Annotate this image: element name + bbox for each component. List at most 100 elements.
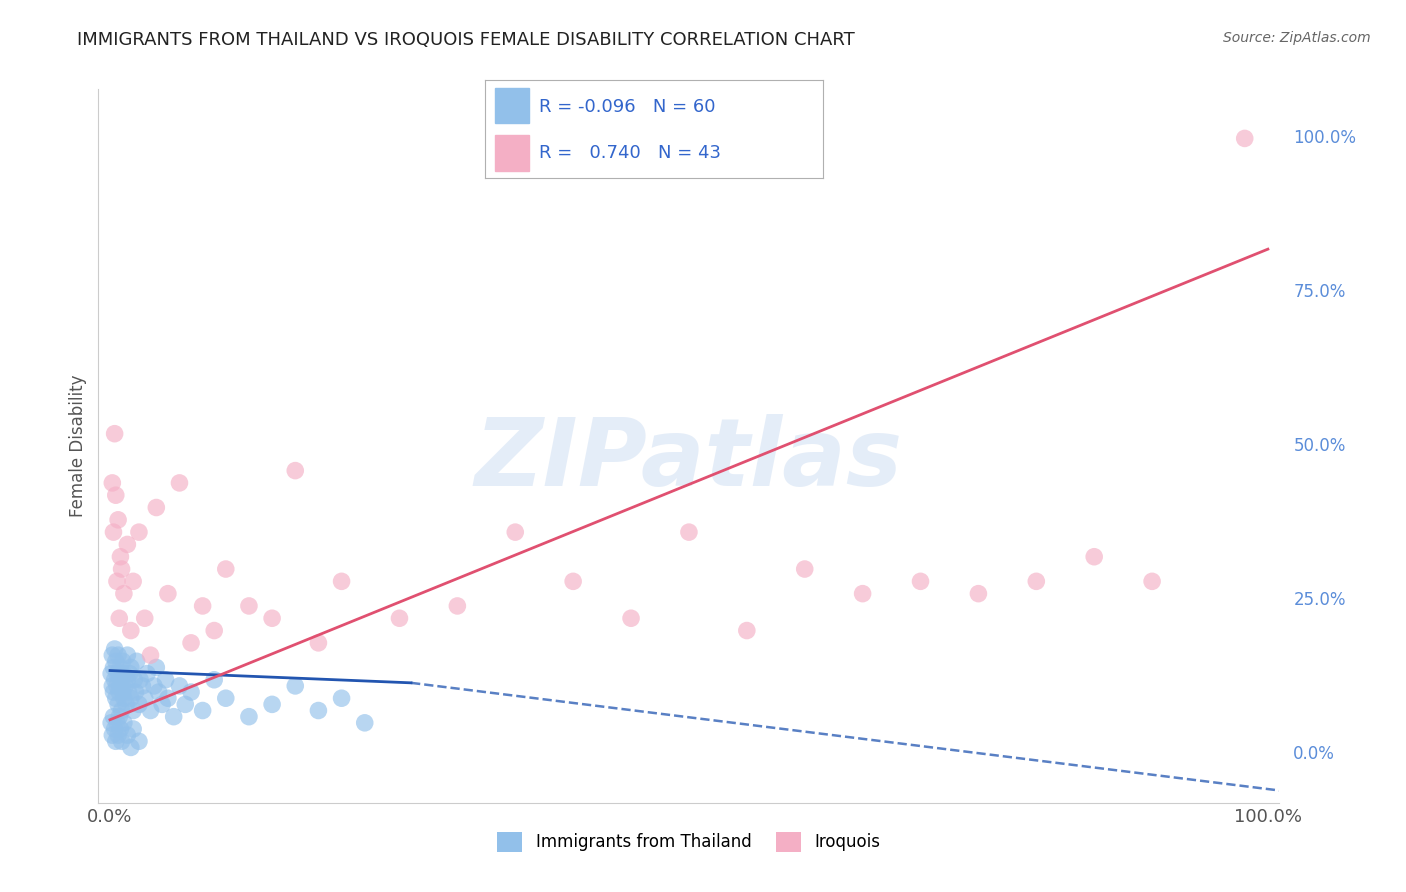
Point	[104, 426, 127, 441]
Point	[110, 734, 132, 748]
Point	[107, 698, 129, 712]
Point	[105, 715, 128, 730]
Point	[120, 740, 142, 755]
Point	[284, 679, 307, 693]
Point	[101, 679, 124, 693]
Point	[678, 525, 700, 540]
Point	[105, 679, 128, 693]
Point	[1083, 549, 1105, 564]
Point	[156, 587, 179, 601]
Point	[330, 574, 353, 589]
Point	[120, 660, 142, 674]
Point	[124, 685, 146, 699]
Point	[110, 704, 132, 718]
Point	[307, 704, 329, 718]
Point	[134, 691, 156, 706]
Point	[108, 666, 131, 681]
Point	[110, 673, 132, 687]
Point	[114, 679, 136, 693]
Point	[191, 599, 214, 613]
Point	[108, 685, 131, 699]
Point	[128, 525, 150, 540]
Point	[104, 488, 127, 502]
Text: 50.0%: 50.0%	[1294, 437, 1346, 455]
Point	[111, 685, 134, 699]
Point	[202, 624, 225, 638]
Point	[115, 698, 138, 712]
Point	[180, 685, 202, 699]
Point	[118, 666, 141, 681]
Text: 25.0%: 25.0%	[1294, 591, 1346, 609]
Point	[238, 709, 260, 723]
Point	[967, 587, 990, 601]
Point	[117, 537, 139, 551]
Point	[155, 673, 177, 687]
Point	[180, 636, 202, 650]
Point	[124, 673, 146, 687]
Point	[910, 574, 932, 589]
Point	[1140, 574, 1163, 589]
Point	[104, 642, 127, 657]
Point	[503, 525, 526, 540]
Point	[1233, 131, 1256, 145]
Text: R =   0.740   N = 43: R = 0.740 N = 43	[538, 144, 721, 161]
Point	[104, 673, 127, 687]
Point	[108, 611, 131, 625]
Point	[112, 587, 135, 601]
Point	[163, 709, 186, 723]
Point	[139, 648, 162, 662]
Point	[111, 654, 134, 668]
Point	[125, 654, 148, 668]
Point	[117, 685, 139, 699]
Point	[353, 715, 375, 730]
Point	[110, 549, 132, 564]
Point	[129, 673, 152, 687]
Point	[215, 691, 238, 706]
Point	[105, 666, 128, 681]
Point	[620, 611, 643, 625]
Point	[101, 728, 124, 742]
Point	[103, 685, 125, 699]
Point	[128, 734, 150, 748]
Point	[156, 691, 179, 706]
Point	[215, 562, 238, 576]
Point	[105, 574, 128, 589]
Text: 75.0%: 75.0%	[1294, 283, 1346, 301]
Point	[101, 475, 124, 490]
Point	[101, 648, 124, 662]
Point	[388, 611, 411, 625]
Point	[735, 624, 758, 638]
Y-axis label: Female Disability: Female Disability	[69, 375, 87, 517]
Point	[284, 464, 307, 478]
Point	[262, 611, 284, 625]
Point	[108, 709, 131, 723]
Point	[1025, 574, 1047, 589]
Point	[128, 698, 150, 712]
Point	[107, 648, 129, 662]
Point	[103, 709, 125, 723]
Point	[103, 525, 125, 540]
Point	[112, 715, 135, 730]
Point	[122, 574, 145, 589]
Point	[104, 722, 127, 736]
Point	[145, 660, 167, 674]
Text: R = -0.096   N = 60: R = -0.096 N = 60	[538, 98, 716, 116]
Point	[150, 698, 173, 712]
Point	[100, 715, 122, 730]
Point	[143, 679, 166, 693]
Point	[104, 734, 127, 748]
Legend: Immigrants from Thailand, Iroquois: Immigrants from Thailand, Iroquois	[491, 825, 887, 859]
Point	[110, 660, 132, 674]
Point	[852, 587, 875, 601]
Text: ZIPatlas: ZIPatlas	[475, 414, 903, 507]
Point	[136, 666, 159, 681]
Point	[104, 654, 127, 668]
Point	[562, 574, 585, 589]
Point	[262, 698, 284, 712]
Bar	[495, 88, 529, 123]
Point	[122, 704, 145, 718]
Point	[139, 704, 162, 718]
Text: Source: ZipAtlas.com: Source: ZipAtlas.com	[1223, 31, 1371, 45]
Point	[446, 599, 468, 613]
Point	[122, 722, 145, 736]
